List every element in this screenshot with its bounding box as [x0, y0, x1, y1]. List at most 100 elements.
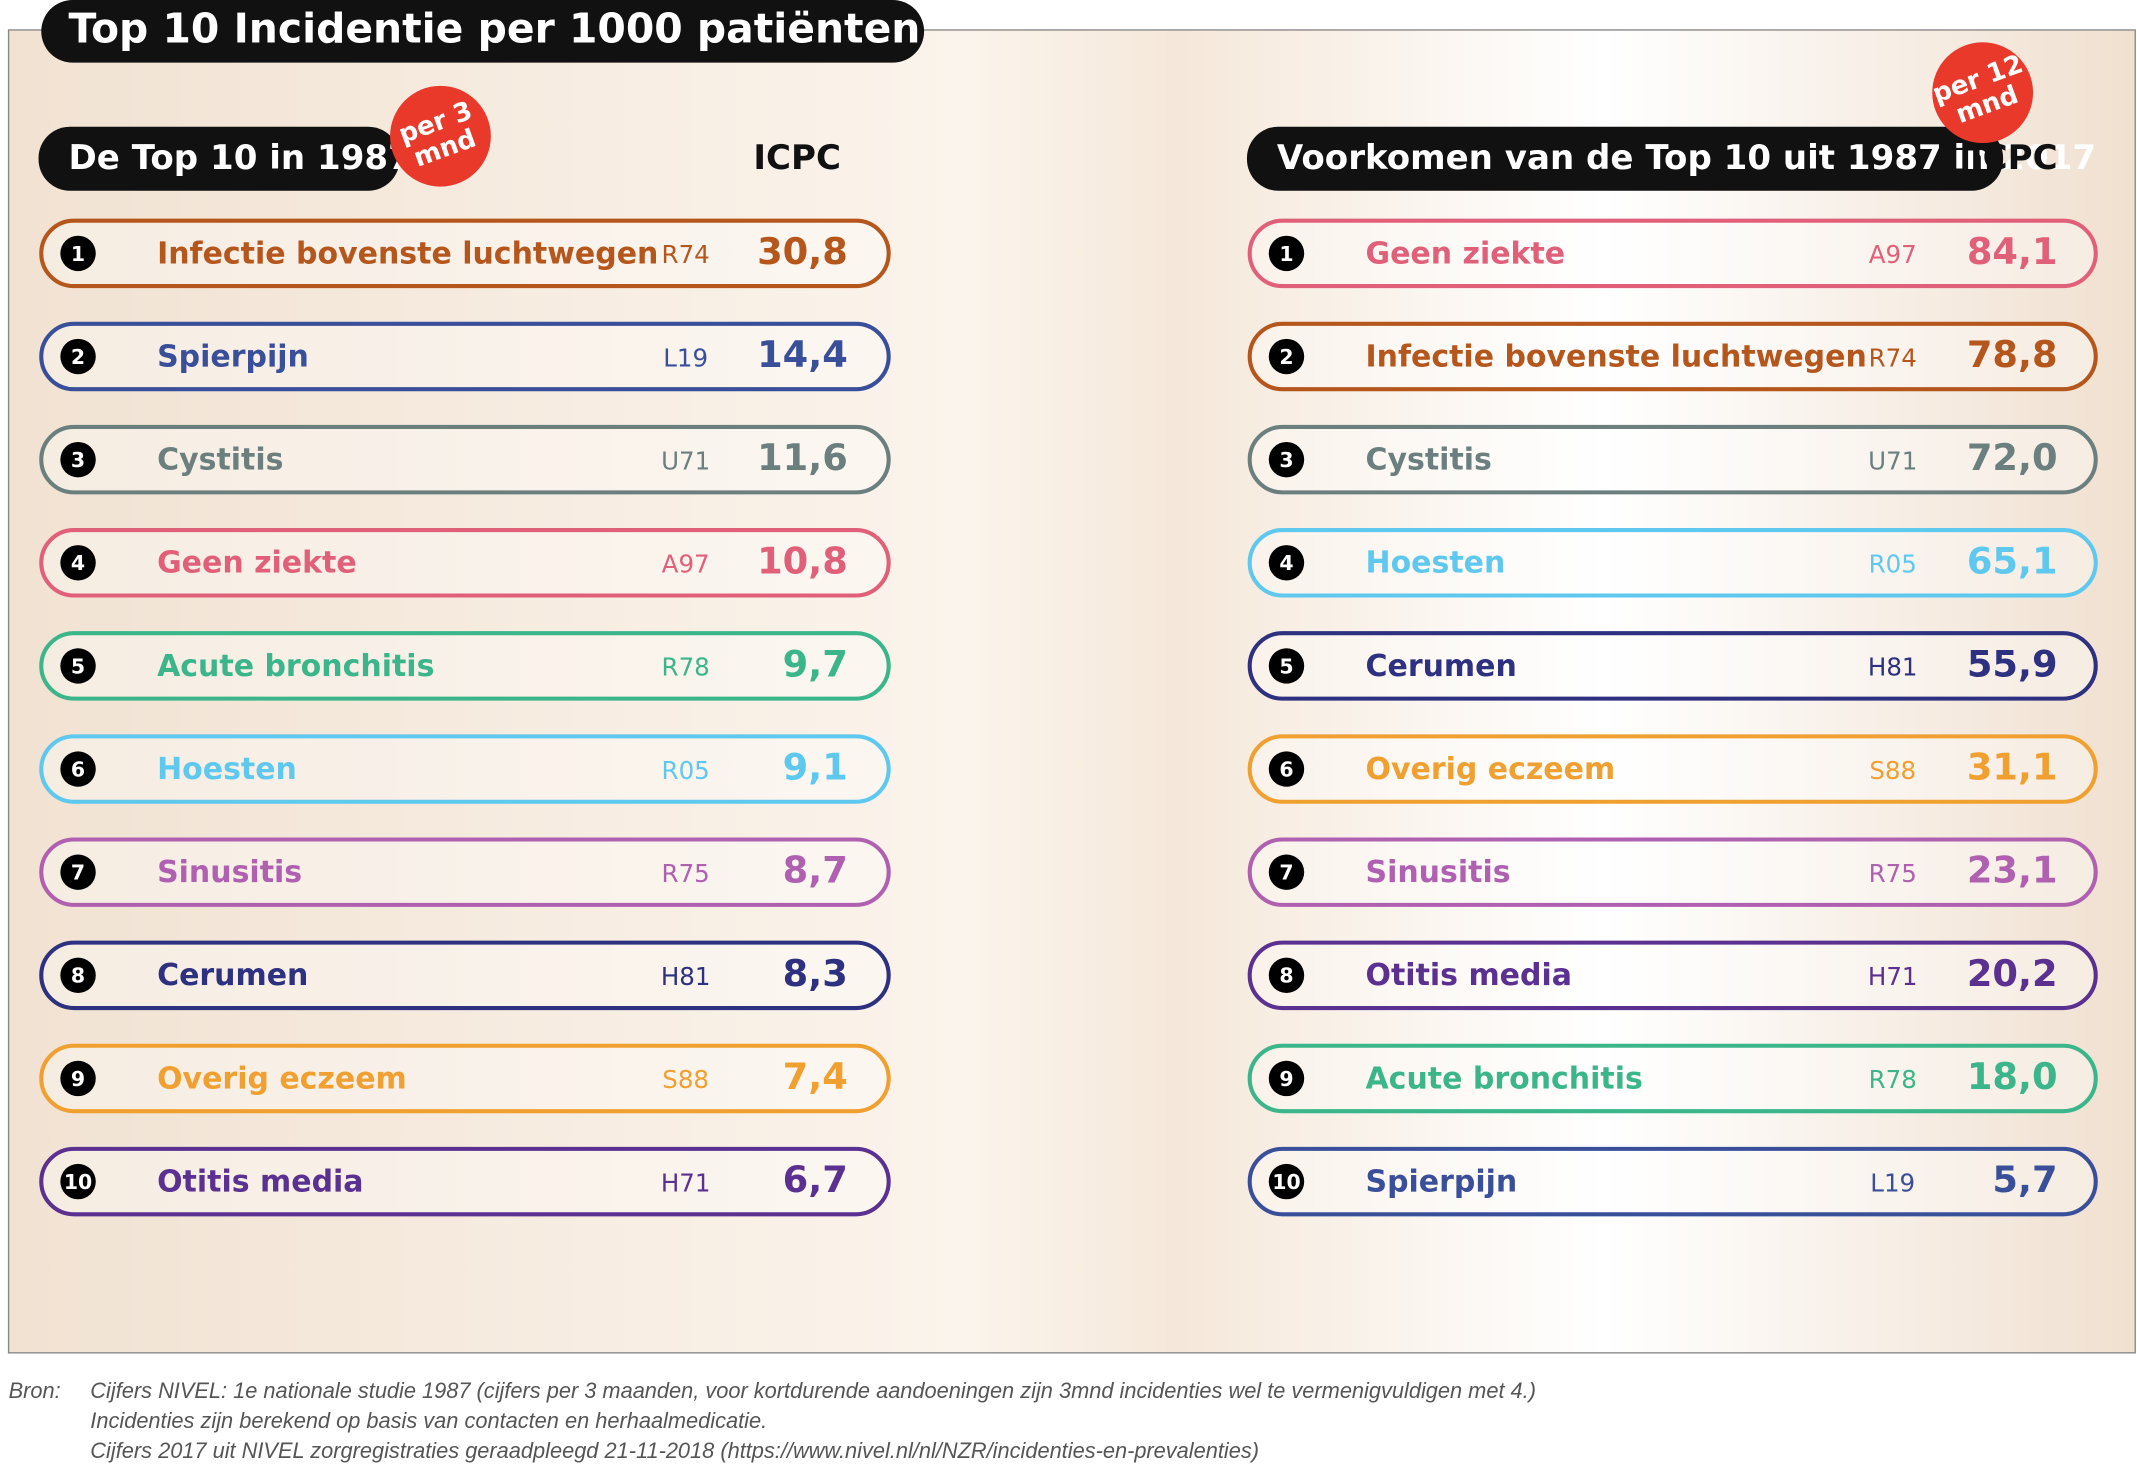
row-frame [39, 528, 891, 598]
condition-name: Sinusitis [1365, 855, 1510, 890]
incidence-value: 5,7 [1992, 1158, 2057, 1201]
rank-dot [1268, 751, 1305, 787]
icpc-code: H71 [661, 1168, 711, 1197]
rank: 8 [1279, 964, 1293, 988]
rank-dot [60, 545, 96, 581]
incidence-value: 72,0 [1967, 436, 2058, 479]
incidence-value: 9,7 [783, 642, 848, 685]
footer: Bron: Cijfers NIVEL: 1e nationale studie… [9, 1378, 1536, 1463]
title-pill [41, 0, 925, 63]
row-frame [1247, 631, 2098, 701]
row-frame [39, 940, 891, 1011]
rank-dot [60, 854, 96, 890]
condition-name: Geen ziekte [1365, 236, 1565, 271]
row-frame [1247, 1146, 2098, 1217]
rank: 3 [1279, 448, 1293, 472]
row-frame [39, 837, 891, 907]
row-frame [39, 1043, 891, 1114]
condition-name: Infectie bovenste luchtwegen [157, 236, 658, 271]
incidence-value: 6,7 [783, 1158, 848, 1201]
heading-pill [38, 126, 400, 191]
incidence-value: 55,9 [1967, 642, 2058, 685]
code-header: ICPC [1970, 138, 2058, 178]
row-frame [1247, 1043, 2098, 1114]
icpc-code: L19 [1870, 1168, 1915, 1197]
icpc-code: R75 [662, 859, 710, 888]
condition-name: Hoesten [157, 752, 297, 787]
rank: 6 [1279, 757, 1293, 781]
incidence-value: 18,0 [1967, 1055, 2058, 1098]
icpc-code: S88 [1869, 756, 1916, 785]
rank: 2 [1279, 345, 1293, 369]
rank: 5 [1279, 654, 1293, 678]
footer-line: Cijfers 2017 uit NIVEL zorgregistraties … [90, 1438, 1259, 1463]
rank: 5 [71, 654, 85, 678]
rank: 7 [1279, 861, 1293, 885]
row-frame [39, 218, 891, 289]
panel-heading: Voorkomen van de Top 10 uit 1987 in 2017 [1277, 138, 2096, 178]
icpc-code: A97 [662, 550, 710, 579]
rank-dot [1268, 235, 1305, 272]
condition-name: Acute bronchitis [1365, 1061, 1642, 1096]
condition-name: Sinusitis [157, 855, 302, 890]
incidence-value: 9,1 [783, 746, 848, 789]
condition-name: Cerumen [1365, 649, 1516, 684]
rank-dot [1268, 1060, 1305, 1097]
row-frame [39, 424, 891, 495]
row-frame [39, 321, 891, 392]
title: Top 10 Incidentie per 1000 patiënten [69, 4, 921, 52]
condition-name: Cystitis [157, 443, 283, 478]
incidence-value: 7,4 [783, 1055, 848, 1098]
heading-pill [1246, 126, 2004, 191]
rank: 4 [71, 551, 85, 575]
incidence-value: 14,4 [757, 333, 848, 376]
rank: 10 [64, 1170, 92, 1194]
icpc-code: R74 [1869, 343, 1917, 372]
footer-line: Cijfers NIVEL: 1e nationale studie 1987 … [90, 1378, 1536, 1403]
incidence-value: 11,6 [757, 436, 848, 479]
incidence-value: 84,1 [1967, 230, 2058, 273]
rank-dot [60, 338, 96, 375]
rank: 4 [1279, 551, 1293, 575]
rank: 1 [71, 242, 85, 266]
condition-name: Spierpijn [157, 339, 309, 374]
rank-dot [60, 441, 96, 478]
incidence-value: 10,8 [757, 539, 848, 582]
incidence-value: 30,8 [757, 230, 848, 273]
icpc-code: U71 [1868, 446, 1917, 475]
rank-dot [60, 751, 96, 787]
condition-name: Otitis media [157, 1164, 363, 1199]
icpc-code: R78 [1869, 1065, 1917, 1094]
rank-dot [60, 235, 96, 272]
row-frame [39, 1146, 891, 1217]
rank-dot [1268, 854, 1305, 890]
rank: 6 [71, 757, 85, 781]
row-frame [1247, 528, 2098, 598]
code-header: ICPC [753, 138, 841, 178]
condition-name: Hoesten [1365, 546, 1505, 581]
row-frame [1247, 837, 2098, 907]
rank: 7 [71, 861, 85, 885]
rank-dot [1268, 545, 1305, 581]
rank: 8 [71, 964, 85, 988]
incidence-value: 8,3 [783, 952, 848, 995]
row-frame [1247, 734, 2098, 804]
incidence-value: 20,2 [1967, 952, 2058, 995]
rank: 1 [1279, 242, 1293, 266]
rank: 9 [71, 1067, 85, 1091]
badge [1932, 42, 2034, 144]
background-panel [7, 29, 2136, 1354]
incidence-value: 78,8 [1967, 333, 2058, 376]
incidence-value: 31,1 [1967, 746, 2058, 789]
icpc-code: H71 [1868, 962, 1918, 991]
icpc-code: L19 [663, 343, 708, 372]
condition-name: Cerumen [157, 958, 308, 993]
badge [390, 85, 491, 187]
rank-dot [1268, 957, 1305, 994]
row-frame [1247, 218, 2098, 289]
condition-name: Spierpijn [1365, 1164, 1517, 1199]
condition-name: Overig eczeem [1365, 752, 1615, 787]
icpc-code: H81 [1868, 653, 1918, 682]
